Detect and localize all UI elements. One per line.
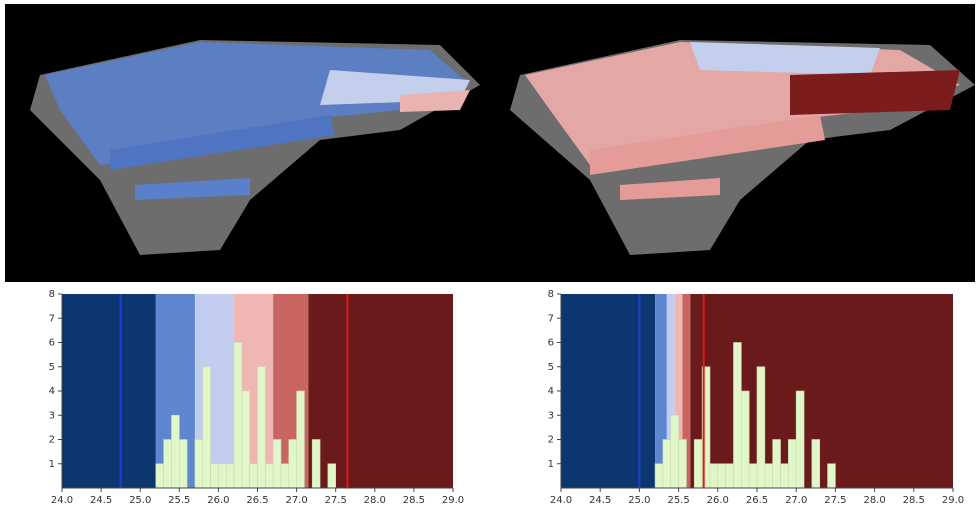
x-tick-label: 24.5	[90, 495, 112, 506]
bar	[663, 440, 671, 489]
x-tick-label: 24.0	[550, 495, 572, 506]
bar	[265, 464, 273, 488]
color-band	[308, 294, 453, 488]
x-tick-label: 29.0	[442, 495, 464, 506]
x-tick-label: 27.5	[325, 495, 347, 506]
bar	[156, 464, 164, 488]
x-tick-label: 24.5	[589, 495, 611, 506]
y-tick-label: 6	[49, 338, 55, 349]
y-tick-label: 8	[548, 289, 554, 300]
bar	[788, 440, 796, 489]
x-tick-label: 28.5	[403, 495, 425, 506]
x-tick-label: 24.0	[51, 495, 73, 506]
bar	[718, 464, 726, 488]
bar	[179, 440, 187, 489]
bar	[733, 343, 741, 489]
y-tick-label: 7	[49, 313, 55, 324]
y-tick-label: 7	[548, 313, 554, 324]
y-tick-label: 4	[49, 386, 55, 397]
bar	[226, 464, 234, 488]
y-tick-label: 5	[49, 362, 55, 373]
figure: 1 2 3 4 5 6 7 8 24.0 24.5 25.0 25.5 26.0 26.5 27.0 27.5…	[0, 0, 977, 509]
bar	[218, 464, 226, 488]
x-tick-label: 29.0	[942, 495, 964, 506]
bar	[749, 464, 757, 488]
bar	[289, 440, 297, 489]
bar	[312, 440, 320, 489]
bar	[242, 391, 250, 488]
color-band	[690, 294, 953, 488]
y-tick-label: 3	[49, 410, 55, 421]
x-tick-label: 26.0	[207, 495, 229, 506]
bar	[757, 367, 765, 488]
bar	[195, 440, 203, 489]
histogram: 1 2 3 4 5 6 7 8 24.0 24.5 25.0 25.5 26.0 26.5 27.0 27.5…	[49, 289, 465, 506]
bar	[671, 415, 679, 488]
bar	[781, 464, 789, 488]
x-tick-label: 28.5	[903, 495, 925, 506]
y-tick-label: 4	[548, 386, 554, 397]
y-tick-label: 2	[49, 435, 55, 446]
color-band	[62, 294, 156, 488]
x-tick-label: 26.5	[746, 495, 768, 506]
bar	[211, 464, 219, 488]
y-tick-label: 3	[548, 410, 554, 421]
bar	[828, 464, 836, 488]
x-tick-label: 25.0	[129, 495, 151, 506]
bar	[655, 464, 663, 488]
bar	[694, 440, 702, 489]
bar	[273, 440, 281, 489]
bar	[796, 391, 804, 488]
bar	[812, 440, 820, 489]
y-tick-label: 5	[548, 362, 554, 373]
histogram: 1 2 3 4 5 6 7 8 24.0 24.5 25.0 25.5 26.0 26.5 27.0 27.5…	[548, 289, 965, 506]
y-tick-label: 1	[49, 459, 55, 470]
x-tick-label: 25.5	[168, 495, 190, 506]
x-tick-label: 25.5	[667, 495, 689, 506]
bar	[765, 464, 773, 488]
bar	[328, 464, 336, 488]
bar	[203, 367, 211, 488]
x-tick-label: 26.0	[707, 495, 729, 506]
bar	[679, 440, 687, 489]
x-tick-label: 27.0	[785, 495, 807, 506]
bar	[281, 464, 289, 488]
x-tick-label: 25.0	[628, 495, 650, 506]
bar	[773, 440, 781, 489]
bar	[297, 391, 305, 488]
x-tick-label: 28.0	[364, 495, 386, 506]
bar	[234, 343, 242, 489]
x-tick-label: 28.0	[863, 495, 885, 506]
y-tick-label: 2	[548, 435, 554, 446]
bar	[250, 464, 258, 488]
y-tick-label: 1	[548, 459, 554, 470]
y-tick-label: 8	[49, 289, 55, 300]
bar	[726, 464, 734, 488]
x-tick-label: 26.5	[246, 495, 268, 506]
bar	[258, 367, 266, 488]
bar	[710, 464, 718, 488]
x-tick-label: 27.5	[824, 495, 846, 506]
y-tick-label: 6	[548, 338, 554, 349]
bar	[171, 415, 179, 488]
x-tick-label: 27.0	[285, 495, 307, 506]
color-band	[561, 294, 655, 488]
bar	[741, 391, 749, 488]
bar	[164, 440, 172, 489]
